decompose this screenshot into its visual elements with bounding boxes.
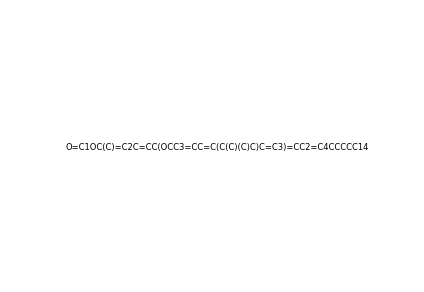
Text: O=C1OC(C)=C2C=CC(OCC3=CC=C(C(C)(C)C)C=C3)=CC2=C4CCCCC14: O=C1OC(C)=C2C=CC(OCC3=CC=C(C(C)(C)C)C=C3…	[66, 143, 369, 152]
